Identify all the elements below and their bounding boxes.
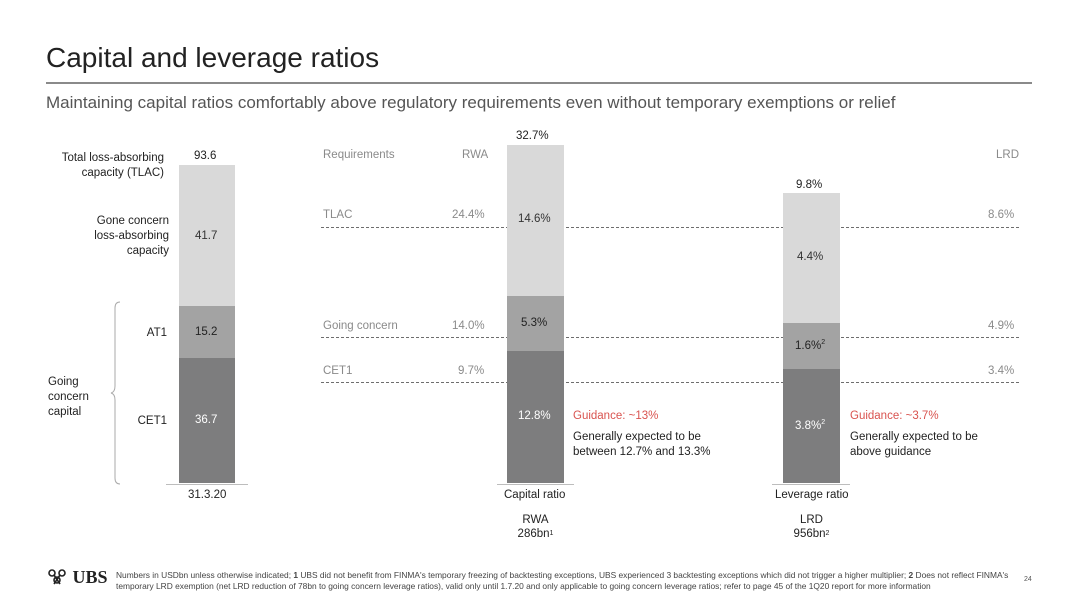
leverage-guidance: Guidance: ~3.7% [850, 410, 939, 422]
leverage-base-sup: 2 [825, 530, 830, 537]
capital-tlac-segment [507, 145, 564, 296]
capital-base-value-wrap: 286bn1 [500, 527, 571, 542]
req-row-cet1-lrd: 3.4% [988, 365, 1015, 377]
capital-cet1-value: 12.8% [518, 410, 551, 422]
at1-segment [179, 306, 235, 358]
req-row-going-concern-lrd: 4.9% [988, 320, 1015, 332]
leverage-axis-label: Leverage ratio [775, 489, 849, 501]
req-row-tlac-lrd: 8.6% [988, 209, 1015, 221]
going-concern-capital-label: Going concern capital [48, 376, 89, 418]
req-line-going-concern [321, 337, 1019, 338]
capital-axis [497, 484, 574, 485]
page-number: 24 [1024, 576, 1032, 583]
req-line-cet1 [321, 382, 1019, 383]
footnote-part: Does not reflect FINMA's temporary LRD e… [116, 570, 1009, 591]
capital-tlac-value: 14.6% [518, 213, 551, 225]
ubs-logo: UBS [46, 567, 107, 588]
leverage-ratio-total: 9.8% [796, 179, 823, 191]
leverage-going-concern-sup: 2 [821, 339, 826, 346]
going-concern-brace [110, 301, 121, 485]
footnote-ref-1: 1 [293, 570, 299, 580]
leverage-going-concern-segment [783, 323, 840, 369]
gone-concern-value: 41.7 [195, 230, 218, 242]
tlac-total-value: 93.6 [194, 150, 217, 162]
capital-going-concern-segment [507, 296, 564, 351]
req-row-tlac-label: TLAC [323, 209, 353, 221]
page-title: Capital and leverage ratios [46, 42, 380, 73]
capital-base-sup: 1 [549, 530, 554, 537]
footnote-part: UBS did not benefit from FINMA's tempora… [298, 570, 909, 580]
req-row-cet1-label: CET1 [323, 365, 353, 377]
capital-base-value: 286bn [517, 528, 550, 540]
leverage-cet1-value-wrap: 3.8%2 [795, 419, 826, 432]
ubs-keys-icon [48, 569, 66, 585]
leverage-cet1-segment [783, 369, 840, 483]
leverage-guidance-note: Generally expected to be above guidance [850, 431, 978, 458]
leverage-axis [772, 484, 850, 485]
req-row-going-concern-rwa: 14.0% [452, 320, 485, 332]
ubs-logo-text: UBS [72, 567, 108, 587]
title-divider [46, 82, 1032, 84]
capital-going-concern-value: 5.3% [521, 317, 548, 329]
at1-value: 15.2 [195, 326, 218, 338]
page-subtitle: Maintaining capital ratios comfortably a… [46, 93, 896, 112]
capital-base-name: RWA [522, 514, 549, 526]
leverage-tlac-segment [783, 193, 840, 323]
gone-concern-segment [179, 165, 235, 306]
footnote-ref-2: 2 [908, 570, 914, 580]
at1-label: AT1 [146, 327, 167, 339]
tlac-date-label: 31.3.20 [188, 489, 227, 501]
req-line-tlac [321, 227, 1019, 228]
req-row-tlac-rwa: 24.4% [452, 209, 485, 221]
rwa-header: RWA [462, 149, 489, 161]
leverage-cet1-sup: 2 [821, 419, 826, 426]
gone-concern-label: Gone concern loss-absorbing capacity [94, 215, 169, 257]
footnote-part: Numbers in USDbn unless otherwise indica… [116, 570, 294, 580]
tlac-axis [166, 484, 248, 485]
requirements-header: Requirements [323, 149, 395, 161]
leverage-tlac-value: 4.4% [797, 251, 824, 263]
cet1-value: 36.7 [195, 414, 218, 426]
tlac-total-label: Total loss-absorbing capacity (TLAC) [61, 152, 164, 179]
leverage-base-value-wrap: 956bn2 [776, 527, 847, 542]
cet1-label: CET1 [137, 415, 167, 427]
leverage-going-concern-value: 1.6% [795, 340, 822, 352]
capital-guidance-note: Generally expected to be between 12.7% a… [573, 431, 711, 458]
lrd-header: LRD [996, 149, 1020, 161]
cet1-segment [179, 358, 235, 483]
capital-cet1-segment [507, 351, 564, 483]
req-row-going-concern-label: Going concern [323, 320, 398, 332]
leverage-base-name: LRD [799, 514, 823, 526]
leverage-going-concern-value-wrap: 1.6%2 [795, 339, 826, 352]
leverage-base-value: 956bn [793, 528, 826, 540]
footnote: Numbers in USDbn unless otherwise indica… [116, 570, 1011, 592]
capital-ratio-total: 32.7% [516, 130, 549, 142]
capital-axis-label: Capital ratio [504, 489, 566, 501]
capital-guidance: Guidance: ~13% [573, 410, 659, 422]
leverage-cet1-value: 3.8% [795, 420, 822, 432]
req-row-cet1-rwa: 9.7% [458, 365, 485, 377]
